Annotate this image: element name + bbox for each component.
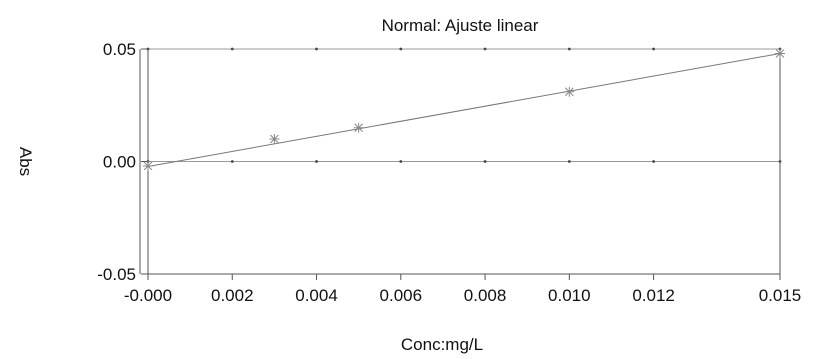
data-point-3 — [564, 86, 575, 97]
fit-line — [147, 53, 781, 167]
chart-title: Normal: Ajuste linear — [382, 16, 539, 35]
grid-dot-0-4 — [483, 47, 487, 51]
data-point-0 — [143, 161, 153, 171]
grid-layer — [146, 47, 782, 163]
grid-dot-1-4 — [483, 160, 487, 163]
grid-dot-1-2 — [315, 160, 318, 163]
grid-dot-1-6 — [652, 160, 655, 163]
y-tick-label-1: 0.00 — [103, 153, 136, 172]
x-tick-label-4: 0.008 — [464, 286, 507, 305]
grid-dot-0-5 — [567, 47, 571, 51]
grid-dot-0-6 — [652, 47, 655, 51]
x-axis-title: Conc:mg/L — [401, 335, 483, 354]
x-tick-label-0: -0.000 — [124, 286, 172, 305]
point-stroke-d2 — [354, 123, 364, 133]
tick-labels: 0.05 0.00 -0.05 -0.000 0.002 0.004 0.006 0.008 0… — [97, 40, 801, 305]
data-point-4 — [775, 48, 785, 59]
axes-layer — [139, 48, 781, 280]
data-point-1 — [269, 134, 280, 144]
data-points — [143, 48, 785, 171]
x-tick-label-5: 0.010 — [548, 286, 591, 305]
point-stroke-d2 — [143, 161, 153, 171]
grid-dot-1-3 — [399, 160, 403, 163]
x-tick-label-2: 0.004 — [295, 286, 338, 305]
y-tick-label-2: -0.05 — [97, 265, 136, 284]
grid-dot-0-3 — [399, 47, 403, 51]
x-tick-label-6: 0.012 — [632, 286, 675, 305]
grid-dot-1-1 — [230, 160, 234, 163]
grid-dot-0-2 — [315, 47, 318, 51]
point-stroke-d2 — [270, 134, 279, 144]
fit-line-layer — [147, 53, 781, 167]
y-axis-title: Abs — [16, 147, 35, 176]
point-stroke-d2 — [564, 87, 574, 97]
x-tick-label-3: 0.006 — [380, 286, 423, 305]
grid-dot-1-5 — [567, 160, 571, 163]
grid-dot-0-1 — [230, 47, 234, 51]
data-point-2 — [353, 122, 364, 133]
x-tick-label-1: 0.002 — [211, 286, 254, 305]
y-tick-label-0: 0.05 — [103, 40, 136, 59]
x-tick-label-7: 0.015 — [759, 286, 802, 305]
point-stroke-d2 — [775, 49, 785, 58]
